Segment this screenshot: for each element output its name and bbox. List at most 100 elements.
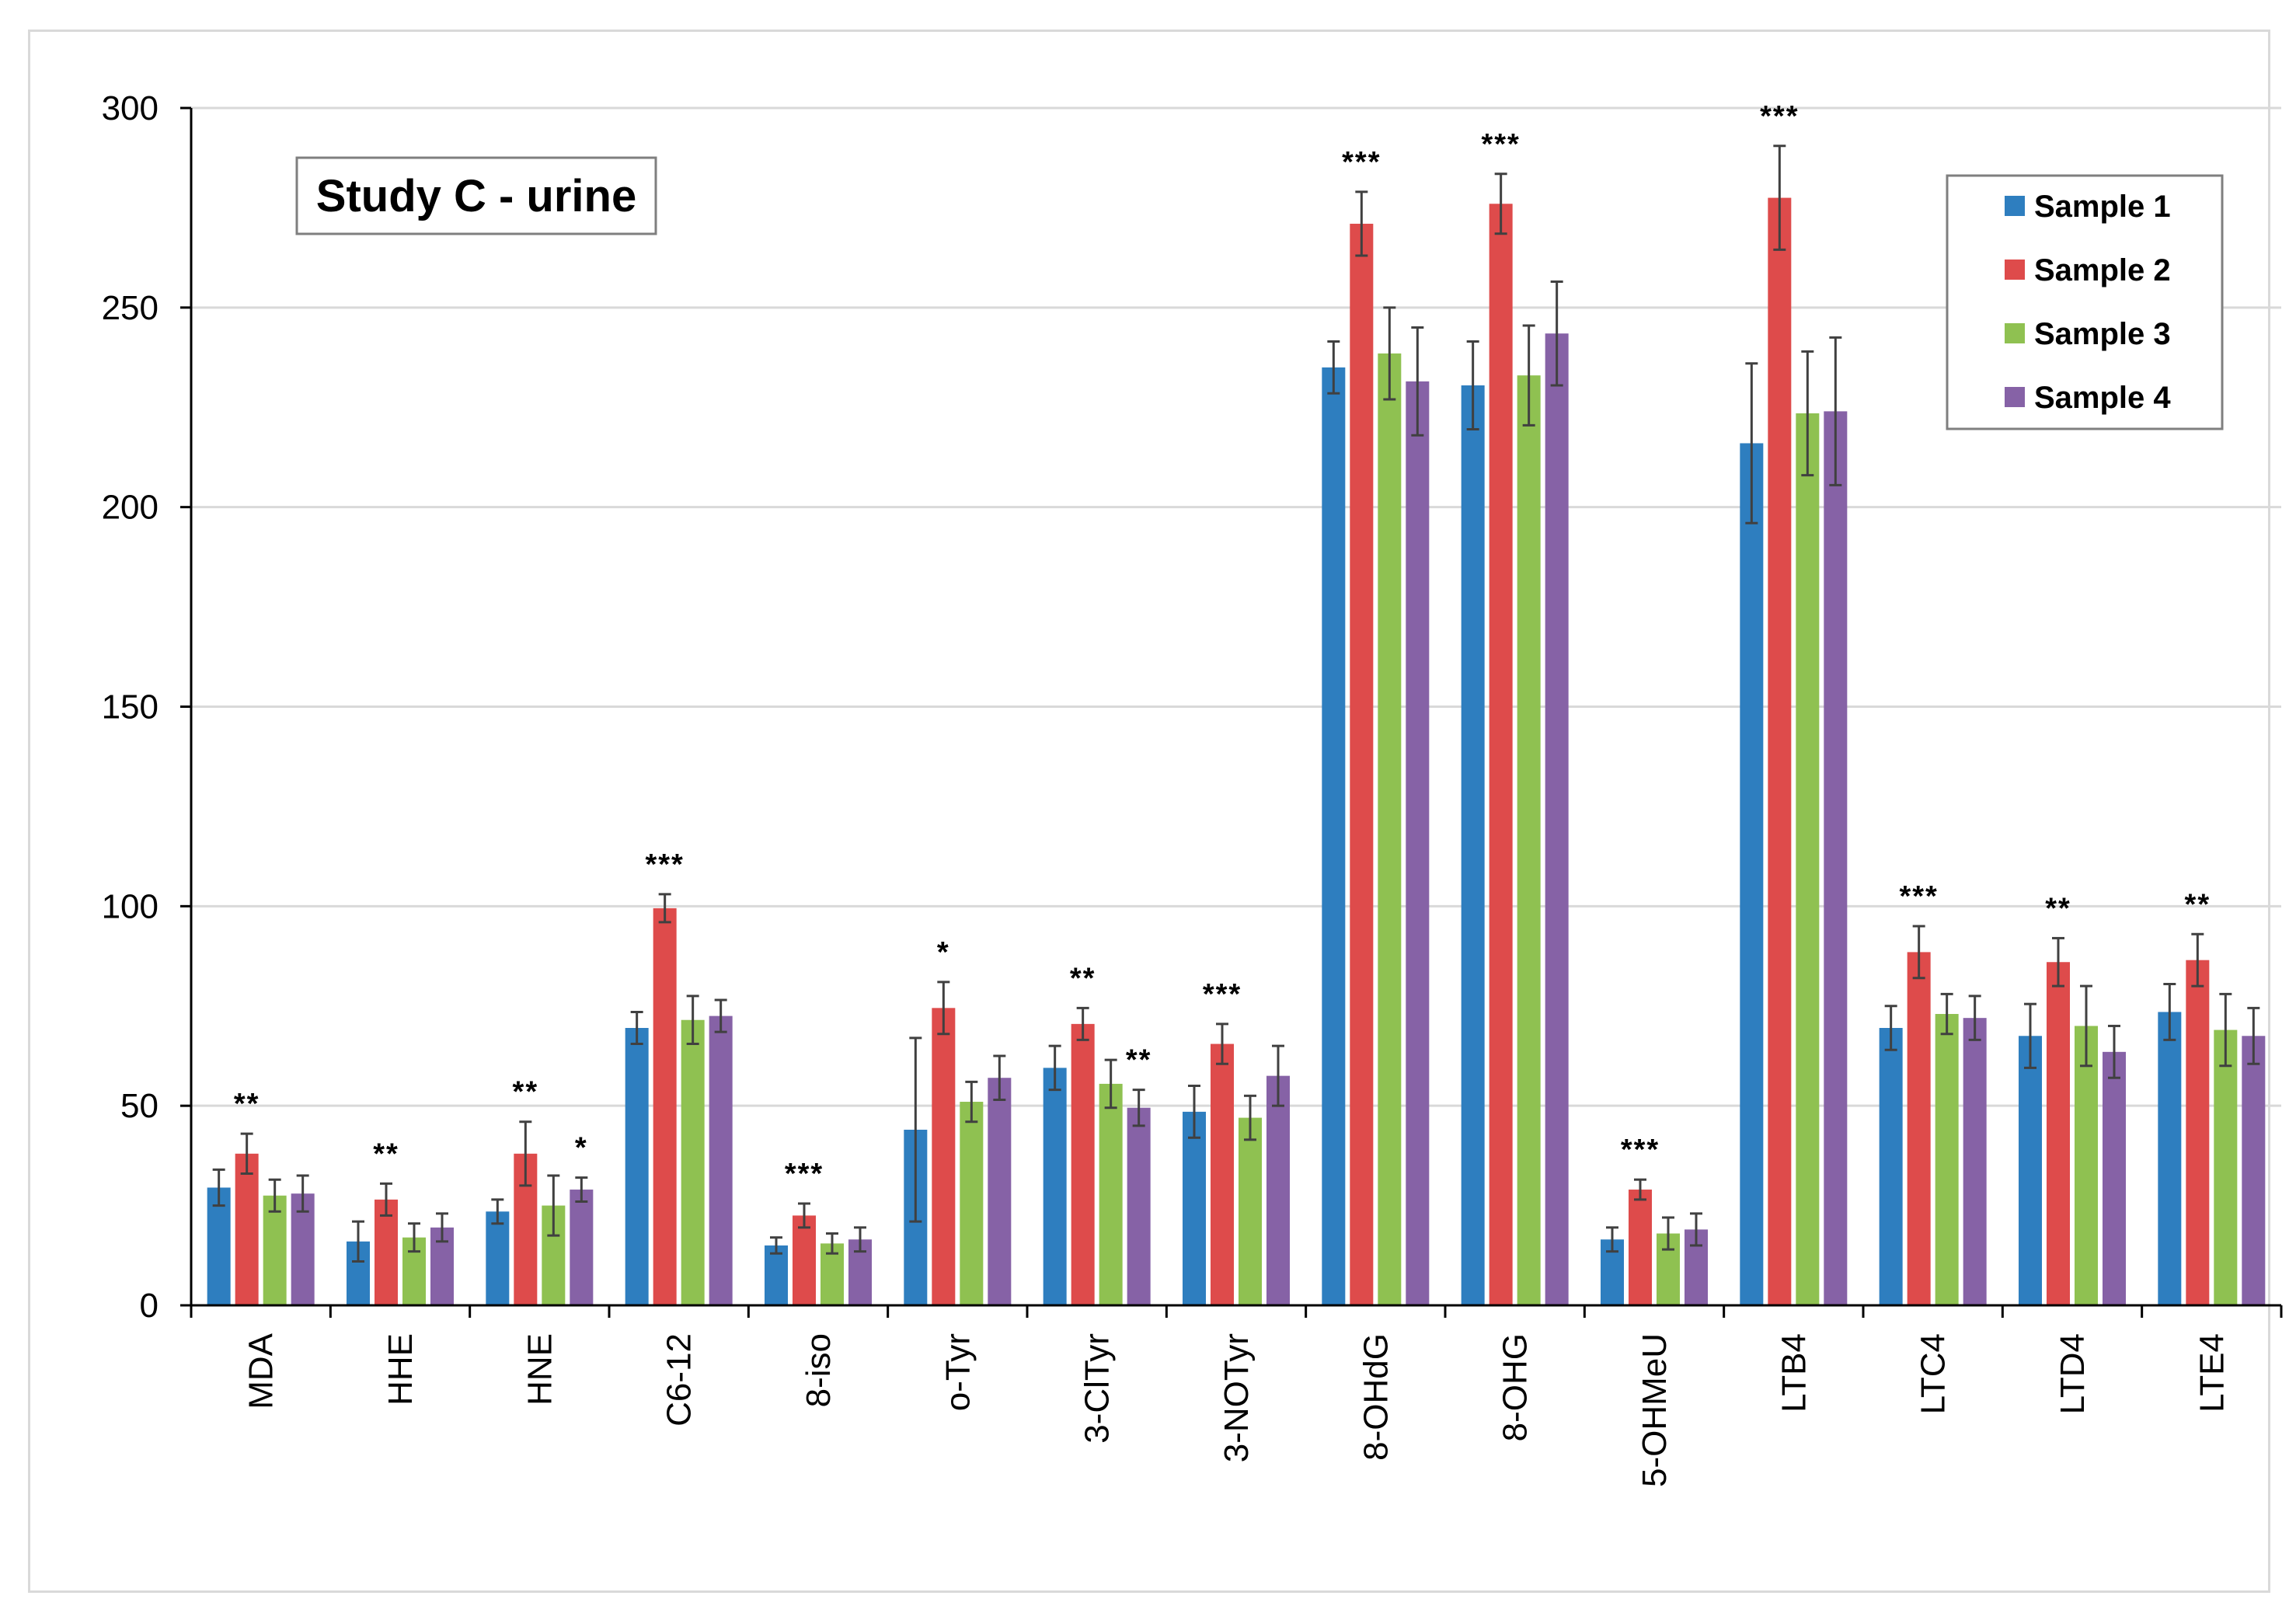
y-tick-label: 50 <box>120 1087 159 1125</box>
legend-label: Sample 4 <box>2034 381 2171 415</box>
bar-3-ClTyr-sample-2 <box>1071 1023 1095 1305</box>
bar-C6-12-sample-3 <box>681 1019 705 1305</box>
y-tick-label: 250 <box>102 289 159 327</box>
x-tick-label: LTB4 <box>1775 1333 1813 1413</box>
axes <box>180 106 2283 1318</box>
bar-LTE4-sample-1 <box>2158 1012 2182 1305</box>
significance-marker: *** <box>785 1158 824 1190</box>
x-tick-label: LTD4 <box>2054 1333 2092 1414</box>
significance-marker: *** <box>1899 880 1938 913</box>
x-tick-label: LTC4 <box>1914 1333 1953 1414</box>
significance-marker: ** <box>2185 888 2211 921</box>
significance-marker: ** <box>1126 1044 1152 1077</box>
significance-marker: *** <box>1760 100 1799 133</box>
y-tick-label: 300 <box>102 89 159 127</box>
significance-marker: ** <box>1070 962 1096 995</box>
bar-o-Tyr-sample-2 <box>932 1008 956 1305</box>
bar-8-OHdG-sample-3 <box>1378 353 1402 1305</box>
bar-LTD4-sample-3 <box>2075 1026 2098 1305</box>
bar-MDA-sample-3 <box>263 1195 287 1305</box>
chart-title: Study C - urine <box>316 171 636 221</box>
bar-LTC4-sample-1 <box>1879 1028 1903 1305</box>
x-tick-label: 3-NOTyr <box>1218 1333 1256 1462</box>
bar-LTB4-sample-2 <box>1768 197 1792 1306</box>
bar-LTC4-sample-3 <box>1935 1014 1959 1305</box>
bar-8-OHG-sample-4 <box>1545 333 1569 1305</box>
significance-marker: ** <box>234 1088 260 1120</box>
bar-LTB4-sample-4 <box>1824 411 1848 1305</box>
significance-marker: *** <box>1203 978 1242 1011</box>
x-tick-label: 3-ClTyr <box>1078 1333 1117 1444</box>
x-tick-label: HHE <box>382 1333 420 1406</box>
legend-swatch <box>2005 196 2025 216</box>
significance-marker: * <box>937 936 950 969</box>
bar-8-OHdG-sample-2 <box>1350 223 1374 1305</box>
legend: Sample 1 Sample 2 Sample 3 Sample 4 <box>1946 174 2224 430</box>
bar-LTE4-sample-3 <box>2214 1029 2238 1305</box>
bar-3-NOTyr-sample-3 <box>1239 1117 1262 1305</box>
legend-swatch <box>2005 323 2025 343</box>
bar-3-NOTyr-sample-4 <box>1266 1075 1290 1305</box>
x-tick-label: MDA <box>242 1333 280 1409</box>
bar-LTD4-sample-1 <box>2019 1036 2042 1305</box>
bar-o-Tyr-sample-3 <box>960 1102 984 1305</box>
bar-8-iso-sample-1 <box>765 1245 788 1305</box>
significance-marker: *** <box>1481 128 1520 161</box>
y-tick-label: 0 <box>140 1287 159 1325</box>
legend-label: Sample 3 <box>2034 317 2171 351</box>
significance-marker: ** <box>373 1137 399 1170</box>
x-tick-label: 8-OHdG <box>1357 1333 1395 1461</box>
chart-title-box: Study C - urine <box>295 156 657 235</box>
bar-HNE-sample-4 <box>570 1190 594 1305</box>
bar-8-OHG-sample-1 <box>1461 385 1485 1306</box>
bar-LTD4-sample-2 <box>2047 962 2070 1305</box>
bar-LTB4-sample-3 <box>1796 413 1820 1305</box>
x-tick-label: HNE <box>521 1333 559 1406</box>
bar-HHE-sample-2 <box>375 1199 398 1305</box>
bar-8-OHdG-sample-1 <box>1322 367 1346 1306</box>
chart-frame <box>28 30 2270 1593</box>
bar-C6-12-sample-4 <box>709 1016 733 1305</box>
bar-HNE-sample-1 <box>486 1211 510 1305</box>
gridlines <box>191 106 2281 1107</box>
significance-marker: *** <box>645 848 684 881</box>
bar-LTC4-sample-2 <box>1907 952 1931 1305</box>
bar-MDA-sample-1 <box>207 1187 231 1305</box>
bar-3-NOTyr-sample-2 <box>1211 1043 1234 1305</box>
bar-C6-12-sample-1 <box>625 1028 649 1305</box>
bar-3-NOTyr-sample-1 <box>1183 1111 1206 1305</box>
x-tick-label: 8-OHG <box>1496 1333 1535 1441</box>
significance-marker: *** <box>1621 1134 1660 1166</box>
y-tick-label: 100 <box>102 887 159 925</box>
x-tick-label: o-Tyr <box>939 1333 977 1411</box>
y-tick-label: 150 <box>102 688 159 726</box>
bar-C6-12-sample-2 <box>653 908 677 1305</box>
significance-marker: * <box>575 1132 588 1165</box>
bar-3-ClTyr-sample-1 <box>1043 1068 1067 1305</box>
legend-label: Sample 2 <box>2034 253 2171 287</box>
bar-LTC4-sample-4 <box>1963 1018 1987 1305</box>
legend-swatch <box>2005 260 2025 280</box>
x-tick-label: 5-OHMeU <box>1636 1333 1674 1487</box>
y-tick-label: 200 <box>102 489 159 527</box>
bar-5-OHMeU-sample-2 <box>1629 1190 1652 1305</box>
bar-LTB4-sample-1 <box>1740 443 1764 1305</box>
bars <box>207 145 2266 1306</box>
x-tick-label: LTE4 <box>2193 1333 2231 1413</box>
legend-label: Sample 1 <box>2034 190 2171 224</box>
x-tick-label: C6-12 <box>660 1333 699 1427</box>
labels: 0 50 100 150 200 250 300 MDA HHE HNE C6-12 8-iso o-T… <box>102 89 2232 1487</box>
legend-swatch <box>2005 387 2025 407</box>
x-tick-label: 8-iso <box>800 1333 838 1407</box>
bar-3-ClTyr-sample-3 <box>1099 1083 1123 1305</box>
bar-8-OHG-sample-3 <box>1517 375 1541 1305</box>
bar-8-OHdG-sample-4 <box>1406 381 1430 1305</box>
bar-8-iso-sample-2 <box>793 1215 816 1305</box>
significance-marker: *** <box>1342 146 1381 179</box>
bar-8-OHG-sample-2 <box>1489 204 1513 1305</box>
significance-marker: ** <box>513 1076 539 1109</box>
bar-MDA-sample-2 <box>235 1153 259 1305</box>
bar-LTE4-sample-4 <box>2242 1036 2266 1305</box>
bar-LTD4-sample-4 <box>2103 1051 2126 1305</box>
